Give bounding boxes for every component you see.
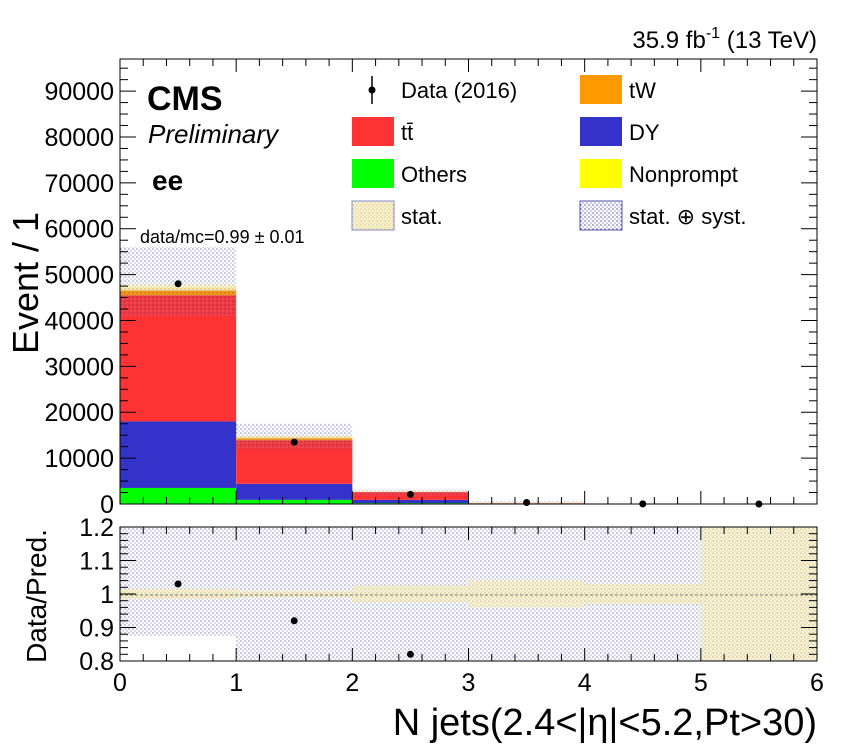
y-tick-label: 30000 — [44, 353, 114, 381]
ratio-point-bin0 — [174, 580, 182, 588]
legend-entry-tw: tW — [580, 75, 656, 104]
bar-tt-bin0 — [120, 295, 237, 422]
legend-label-stat: stat. — [401, 204, 443, 229]
legend-label-syst: stat. ⊕ syst. — [629, 204, 746, 229]
cms-logo-text: CMS — [147, 80, 223, 118]
x-tick-label: 2 — [345, 669, 359, 697]
ratio-y-axis-title: Data/Pred. — [21, 529, 52, 663]
preliminary-label: Preliminary — [148, 119, 280, 149]
x-tick-label: 1 — [229, 669, 243, 697]
ratio-stat-band-bin5 — [700, 527, 817, 661]
ratio-y-tick-labels: 0.8 0.9 1 1.1 1.2 — [79, 514, 114, 676]
stacked-bars — [120, 287, 585, 504]
x-tick-label: 3 — [462, 669, 476, 697]
legend-swatch-dy — [580, 117, 622, 146]
legend-swatch-tt — [352, 117, 394, 146]
x-axis-title: N jets(2.4<|η|<5.2,Pt>30) — [393, 702, 817, 744]
legend-entry-others: Others — [352, 159, 467, 188]
legend-label-data: Data (2016) — [401, 78, 517, 103]
ratio-stat-band-bin4 — [584, 583, 701, 605]
ratio-stat-band-bin1 — [236, 590, 353, 598]
data-point-bin2 — [406, 490, 414, 498]
data-point-bin0 — [174, 280, 182, 288]
lumi-label: 35.9 fb-1 (13 TeV) — [632, 25, 817, 54]
y-tick-label: 40000 — [44, 307, 114, 335]
x-tick-label: 0 — [113, 669, 127, 697]
ratio-point-bin1 — [290, 617, 298, 625]
ratio-y-tick-label: 1.1 — [79, 548, 114, 576]
data-point-bin3 — [523, 498, 531, 506]
legend-entry-syst: stat. ⊕ syst. — [579, 200, 746, 231]
legend-swatch-nonprompt — [580, 159, 622, 188]
y-tick-label: 70000 — [44, 170, 114, 198]
bar-others-bin1 — [236, 499, 353, 504]
main-panel: 0 10000 20000 30000 40000 50000 60000 70000 8000… — [44, 58, 818, 519]
x-tick-labels: 0 1 2 3 4 5 6 — [113, 669, 824, 697]
legend-label-others: Others — [401, 162, 467, 187]
bar-dy-bin1 — [236, 483, 353, 500]
ratio-y-tick-label: 1.2 — [79, 514, 114, 542]
y-tick-label: 80000 — [44, 124, 114, 152]
ratio-stat-band-bin3 — [468, 580, 585, 608]
ratio-y-tick-label: 0.8 — [79, 648, 114, 676]
legend-swatch-tw — [580, 75, 622, 104]
legend-swatch-syst — [579, 200, 623, 231]
ratio-points — [174, 580, 414, 658]
x-tick-label: 4 — [578, 669, 592, 697]
legend-entry-dy: DY — [580, 117, 660, 146]
main-y-tick-labels: 0 10000 20000 30000 40000 50000 60000 70000 8000… — [44, 78, 114, 519]
legend-label-dy: DY — [629, 120, 660, 145]
legend-label-tw: tW — [629, 78, 656, 103]
y-axis-title: Event / 1 — [5, 212, 46, 354]
ratio-bands — [120, 527, 817, 661]
bar-dy-bin2 — [352, 499, 469, 504]
legend-label-tt: tt̄ — [401, 120, 413, 145]
data-point-bin1 — [290, 438, 298, 446]
data-mc-ratio-label: data/mc=0.99 ± 0.01 — [140, 227, 305, 247]
legend-data-marker — [368, 86, 376, 94]
y-tick-label: 20000 — [44, 399, 114, 427]
legend-swatch-stat — [351, 200, 395, 231]
ratio-axis-ticks — [119, 526, 818, 662]
legend-entry-tt: tt̄ — [352, 117, 413, 146]
legend-entry-nonprompt: Nonprompt — [580, 159, 738, 188]
legend-entry-data: Data (2016) — [368, 76, 517, 104]
y-tick-label: 0 — [100, 491, 114, 519]
stat-band-bin1 — [236, 435, 353, 439]
x-tick-label: 6 — [810, 669, 824, 697]
x-tick-label: 5 — [694, 669, 708, 697]
legend-entry-stat: stat. — [351, 200, 443, 231]
ratio-panel: 0.8 0.9 1 1.1 1.2 0 1 2 3 4 5 6 — [79, 514, 824, 697]
y-tick-label: 90000 — [44, 78, 114, 106]
y-tick-label: 50000 — [44, 262, 114, 290]
bar-dy-bin0 — [120, 421, 237, 488]
stat-band-bin0 — [120, 284, 237, 291]
bar-others-bin0 — [120, 487, 237, 504]
ratio-y-tick-label: 0.9 — [79, 615, 114, 643]
legend-swatch-others — [352, 159, 394, 188]
ratio-stat-band-bin0 — [120, 588, 237, 600]
channel-label: ee — [152, 165, 183, 196]
y-tick-label: 60000 — [44, 216, 114, 244]
ratio-y-tick-label: 1 — [100, 581, 114, 609]
y-tick-label: 10000 — [44, 445, 114, 473]
ratio-point-bin2 — [406, 650, 414, 658]
legend: Data (2016) tW tt̄ DY Others Nonprompt stat. st… — [351, 75, 746, 231]
main-axis-ticks — [119, 59, 818, 505]
legend-label-nonprompt: Nonprompt — [629, 162, 738, 187]
ratio-stat-band-bin2 — [352, 585, 469, 603]
